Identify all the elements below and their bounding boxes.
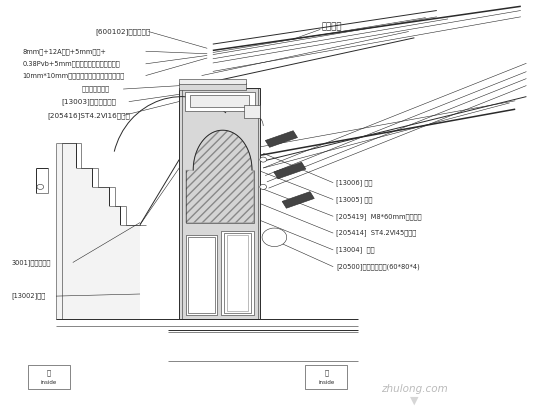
Text: 3001]专用连接件: 3001]专用连接件 [11, 259, 50, 266]
Text: [205416]ST4.2Ⅵ16自攻螺: [205416]ST4.2Ⅵ16自攻螺 [48, 112, 130, 119]
Bar [185, 92, 255, 111]
Text: 8mm棼+12A中空+5mm白棼+: 8mm棼+12A中空+5mm白棼+ [22, 48, 106, 55]
Text: inside: inside [41, 380, 57, 385]
Text: [13004]  角码: [13004] 角码 [336, 247, 375, 253]
Bar [179, 83, 246, 90]
Bar [222, 231, 254, 315]
Circle shape [260, 184, 267, 189]
Bar [282, 192, 314, 208]
Polygon shape [56, 143, 140, 319]
Text: [20500]方形锃铝托管(60*80*4): [20500]方形锃铝托管(60*80*4) [336, 263, 420, 270]
Text: [13002]地脚: [13002]地脚 [11, 293, 45, 299]
Text: [600102]三层内测板: [600102]三层内测板 [95, 28, 151, 35]
Bar [190, 94, 249, 107]
Text: 0.38Pvb+5mm白棼多层中空夹胶圣层玻璃: 0.38Pvb+5mm白棼多层中空夹胶圣层玻璃 [22, 60, 120, 67]
Bar [244, 105, 260, 118]
Polygon shape [186, 130, 254, 223]
Text: [13005] 下板: [13005] 下板 [336, 196, 372, 203]
Bar [28, 365, 70, 388]
Text: [205414]  ST4.2Ⅵ45自攻螺: [205414] ST4.2Ⅵ45自攻螺 [336, 230, 416, 236]
Text: 室: 室 [324, 369, 328, 375]
Bar [179, 79, 246, 84]
Bar [274, 162, 306, 179]
Bar [227, 235, 248, 311]
Bar [305, 365, 347, 388]
Bar [224, 233, 251, 313]
Text: zhulong.com: zhulong.com [381, 383, 448, 394]
Text: 分格大样: 分格大样 [322, 23, 343, 32]
Bar [265, 131, 297, 147]
Circle shape [37, 184, 44, 189]
Text: ▼: ▼ [410, 396, 419, 406]
Text: [205419]  M8*60mm内堁螺栋: [205419] M8*60mm内堁螺栋 [336, 213, 422, 220]
Text: inside: inside [318, 380, 334, 385]
Bar [186, 235, 217, 315]
Bar [179, 88, 260, 319]
Bar [188, 237, 215, 313]
Text: 室: 室 [47, 369, 51, 375]
Circle shape [260, 157, 267, 162]
Text: 10mm*10mm水平筋网，各模块成品筋网设备: 10mm*10mm水平筋网，各模块成品筋网设备 [22, 72, 124, 79]
Text: [13006] 上板: [13006] 上板 [336, 179, 372, 186]
Circle shape [262, 228, 287, 247]
Text: 流水船形水筐板: 流水船形水筐板 [81, 86, 109, 92]
Text: [13003]水平领板槽材: [13003]水平领板槽材 [62, 98, 116, 105]
